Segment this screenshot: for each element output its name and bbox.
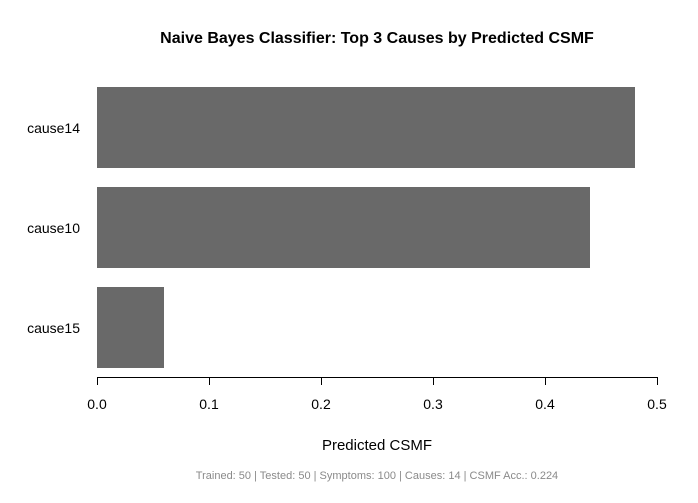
x-tick-label: 0.0: [87, 396, 107, 412]
x-axis-tick: [97, 377, 98, 385]
bar-cause15: [97, 287, 164, 368]
x-axis-tick: [209, 377, 210, 385]
x-tick-label: 0.5: [647, 396, 667, 412]
x-tick-label: 0.1: [199, 396, 219, 412]
x-axis-tick: [321, 377, 322, 385]
x-tick-label: 0.2: [311, 396, 331, 412]
x-axis-tick: [433, 377, 434, 385]
chart-title: Naive Bayes Classifier: Top 3 Causes by …: [160, 30, 594, 47]
x-axis-tick: [545, 377, 546, 385]
x-axis-tick: [657, 377, 658, 385]
x-tick-label: 0.3: [423, 396, 443, 412]
x-axis-line: [97, 377, 658, 378]
y-axis-label-cause14: cause14: [27, 119, 80, 136]
bar-cause10: [97, 187, 590, 268]
footer-stats: Trained: 50 | Tested: 50 | Symptoms: 100…: [195, 470, 559, 482]
bar-cause14: [97, 87, 635, 168]
x-axis-label: Predicted CSMF: [321, 437, 433, 454]
y-axis-label-cause15: cause15: [27, 319, 80, 336]
y-axis-label-cause10: cause10: [27, 219, 80, 236]
x-tick-label: 0.4: [535, 396, 555, 412]
